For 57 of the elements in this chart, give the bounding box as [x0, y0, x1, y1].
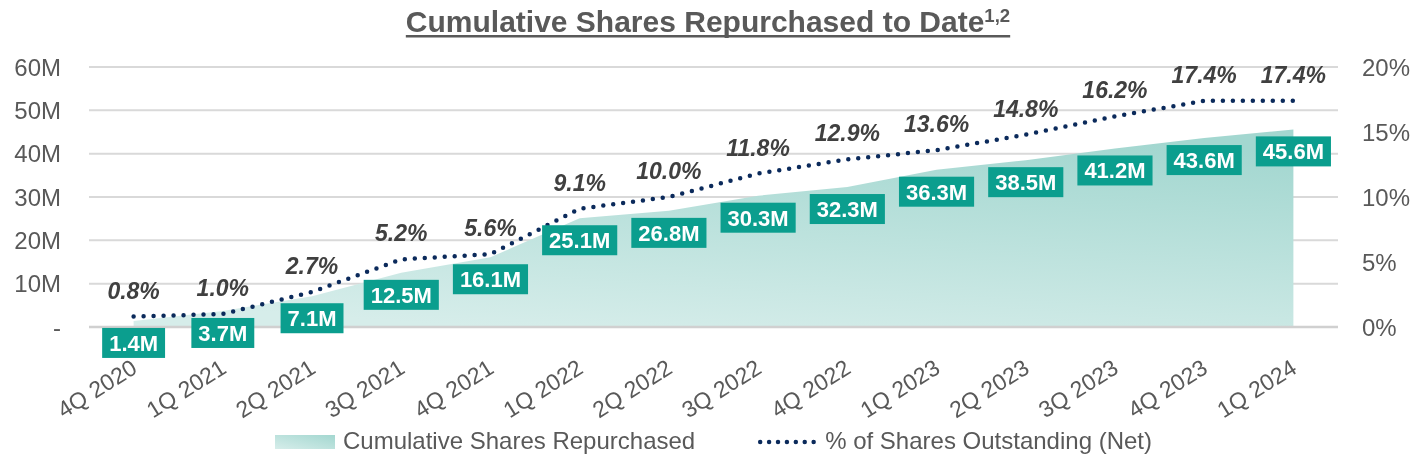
data-label: 11.8%	[726, 134, 790, 161]
data-label: 12.5M	[370, 282, 432, 308]
data-label: 10.0%	[636, 158, 702, 184]
data-label: 17.4%	[1171, 61, 1237, 88]
y-tick-label: 20M	[14, 226, 61, 254]
data-label: 5.6%	[464, 215, 517, 242]
data-label: 5.2%	[375, 220, 428, 247]
data-label: 16.2%	[1082, 77, 1148, 104]
data-label: 17.4%	[1260, 61, 1326, 88]
data-label: 30.3M	[727, 205, 789, 231]
data-label: 43.6M	[1173, 147, 1235, 173]
data-label: 41.2M	[1084, 158, 1146, 184]
x-tick-label: 1Q 2022	[498, 354, 588, 424]
data-label: 13.6%	[903, 111, 970, 138]
data-label: 7.1M	[287, 306, 337, 332]
data-label: 16.1M	[459, 267, 522, 293]
x-tick-label: 4Q 2023	[1123, 354, 1212, 424]
data-label: 1.0%	[196, 275, 250, 301]
x-tick-label: 1Q 2023	[855, 354, 945, 424]
y-tick-label: -	[53, 313, 61, 341]
x-tick-label: 1Q 2021	[141, 354, 231, 424]
data-label: 9.1%	[553, 169, 606, 196]
x-tick-label: 2Q 2022	[587, 354, 677, 424]
data-label: 12.9%	[814, 120, 880, 147]
y2-tick-label: 0%	[1362, 313, 1397, 341]
data-label: 25.1M	[549, 228, 611, 254]
x-tick-label: 4Q 2021	[409, 354, 499, 424]
x-tick-label: 4Q 2020	[52, 354, 142, 424]
y2-tick-label: 20%	[1362, 53, 1411, 81]
data-label: 2.7%	[284, 252, 339, 279]
x-tick-label: 4Q 2022	[766, 354, 855, 424]
data-label: 38.5M	[995, 170, 1057, 196]
y-tick-label: 30M	[14, 183, 61, 211]
y2-tick-label: 15%	[1362, 118, 1411, 146]
data-label: 3.7M	[198, 320, 248, 346]
y-tick-label: 60M	[14, 53, 61, 81]
data-label: 36.3M	[905, 179, 968, 205]
legend-label: % of Shares Outstanding (Net)	[825, 427, 1153, 454]
chart-title: Cumulative Shares Repurchased to Date$^{1,2}$	[405, 4, 1011, 38]
data-label: 45.6M	[1262, 139, 1324, 165]
data-label: 0.8%	[107, 277, 160, 304]
data-label: 14.8%	[993, 95, 1059, 122]
y2-tick-label: 5%	[1362, 248, 1397, 276]
y-tick-label: 50M	[14, 96, 61, 124]
data-label: 1.4M	[109, 330, 159, 356]
x-tick-label: 2Q 2021	[231, 354, 320, 424]
x-tick-label: 3Q 2023	[1034, 354, 1123, 424]
legend-label: Cumulative Shares Repurchased	[343, 427, 696, 454]
x-tick-label: 1Q 2024	[1212, 354, 1302, 424]
data-label: 26.8M	[638, 220, 700, 246]
data-label: 32.3M	[816, 196, 878, 222]
x-tick-label: 2Q 2023	[944, 354, 1034, 424]
y-tick-label: 10M	[14, 270, 61, 298]
x-tick-label: 3Q 2021	[320, 354, 409, 424]
x-tick-label: 3Q 2022	[677, 354, 766, 424]
y-tick-label: 40M	[14, 140, 61, 168]
y2-tick-label: 10%	[1362, 183, 1411, 211]
